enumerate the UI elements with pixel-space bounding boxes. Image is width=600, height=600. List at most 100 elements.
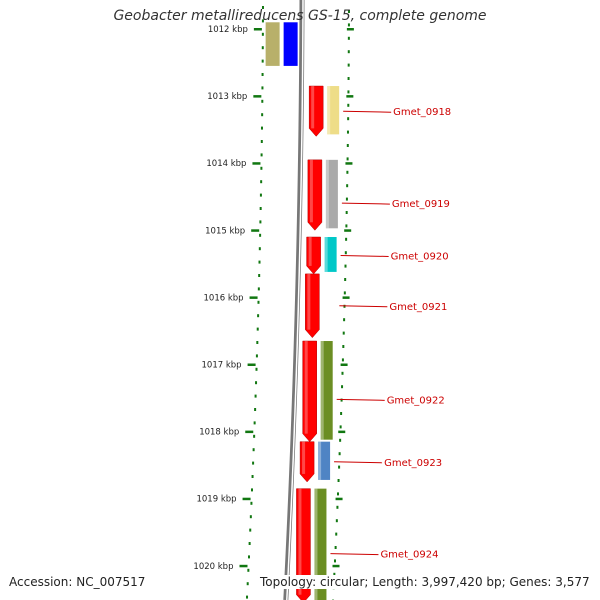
ruler-dot [336, 505, 339, 509]
ruler-dot [258, 274, 261, 277]
ruler-dot [340, 412, 343, 415]
ruler-label: 1015 kbp [205, 226, 245, 236]
ruler-dot [335, 519, 338, 523]
ruler-dot [256, 327, 259, 331]
ruler-label: 1016 kbp [204, 293, 244, 303]
ruler-dot [260, 126, 263, 130]
cog-bar [320, 341, 333, 440]
ruler-dot [336, 492, 339, 496]
accession-text: Accession: NC_007517 [9, 575, 146, 589]
ruler-dot [346, 130, 349, 134]
ruler-tick [253, 28, 262, 31]
ruler-dot [255, 367, 258, 371]
ruler-dot [248, 542, 251, 545]
cog-bar-shine [327, 86, 331, 135]
cds-arrow-shine [311, 86, 315, 129]
ruler-dot [347, 90, 350, 94]
ruler-dot [259, 220, 262, 224]
cog-bar-shine [314, 488, 318, 600]
ruler-label: 1013 kbp [207, 92, 247, 102]
genome-backbone [283, 0, 305, 600]
ruler-dot [254, 408, 257, 411]
ruler-tick [245, 430, 254, 434]
ruler-tick [249, 296, 258, 299]
cog-bar [314, 488, 327, 600]
ruler-dot [343, 318, 346, 322]
ruler-dot [260, 166, 263, 170]
ruler-dot [347, 10, 350, 13]
ruler-dot [261, 19, 264, 23]
gene-label: Gmet_0920 [391, 251, 449, 262]
genome-backbone-highlight [286, 0, 304, 600]
ruler-tick [252, 162, 261, 165]
ruler-dot [260, 153, 263, 157]
ruler-dot [341, 358, 344, 362]
ruler-dot [260, 180, 263, 184]
ruler-dot [255, 381, 258, 385]
ruler-dot [344, 251, 347, 255]
ruler-dot [261, 99, 264, 103]
gene-leader [336, 398, 385, 401]
ruler-dot [253, 421, 256, 425]
cog-bar [327, 86, 340, 135]
ruler-dot [247, 555, 250, 559]
gene-label: Gmet_0918 [393, 107, 451, 118]
ruler-dot [343, 291, 346, 295]
ruler-dot [341, 385, 344, 389]
ruler-dot [257, 314, 260, 318]
ruler-dot [261, 46, 264, 50]
ruler-dot [341, 371, 344, 375]
ruler-dot [335, 532, 338, 536]
ruler-dot [347, 63, 350, 67]
ruler-dot [337, 479, 340, 482]
ruler-dot [346, 184, 349, 188]
ruler-dot [250, 501, 253, 505]
ruler-dot [259, 207, 262, 210]
ruler-dot [347, 36, 350, 40]
ruler-tick [338, 430, 346, 434]
ruler-label: 1017 kbp [202, 361, 242, 371]
ruler-dot [250, 488, 253, 492]
ruler-dot [338, 452, 341, 456]
cds-arrow-shine [302, 441, 306, 474]
ruler-dot [246, 582, 249, 586]
ruler-tick [335, 497, 343, 501]
gene-label: Gmet_0922 [387, 395, 445, 406]
ruler-dot [256, 341, 259, 344]
cog-bar-shine [318, 441, 322, 480]
ruler-dot [342, 331, 345, 335]
ruler-dot [345, 211, 348, 214]
ruler-dot [347, 23, 350, 27]
gene-label: Gmet_0924 [380, 550, 438, 561]
ruler-dot [340, 398, 343, 402]
ruler-tick [247, 363, 256, 366]
ruler-dot [261, 73, 264, 76]
gene-label: Gmet_0923 [384, 458, 442, 469]
cog-bar-shine [324, 237, 328, 272]
ruler-dot [246, 595, 249, 599]
gene-label: Gmet_0919 [392, 199, 450, 210]
cog-bar [318, 441, 331, 480]
ruler-dot [334, 546, 337, 549]
ruler-label: 1012 kbp [208, 25, 248, 35]
ruler-dot [344, 264, 347, 268]
ruler-dot [347, 117, 350, 121]
ruler-dot [255, 354, 258, 358]
ruler-dot [342, 345, 345, 348]
ruler-dot [339, 425, 342, 429]
ruler-dot [257, 287, 260, 291]
ruler-dot [261, 113, 264, 117]
ruler-dot [345, 237, 348, 241]
cds-arrow-shine [304, 341, 308, 434]
genome-title: Geobacter metallireducens GS-15, complet… [113, 8, 487, 24]
ruler-dot [251, 475, 254, 478]
ruler-tick [346, 28, 354, 31]
ruler-dot [259, 193, 262, 197]
gene-leader [341, 202, 390, 205]
gene-leader [343, 110, 392, 113]
ruler-dot [261, 6, 264, 9]
ruler-label: 1014 kbp [206, 159, 246, 169]
cds-arrow-shine [298, 488, 302, 595]
ruler-dot [260, 140, 263, 143]
